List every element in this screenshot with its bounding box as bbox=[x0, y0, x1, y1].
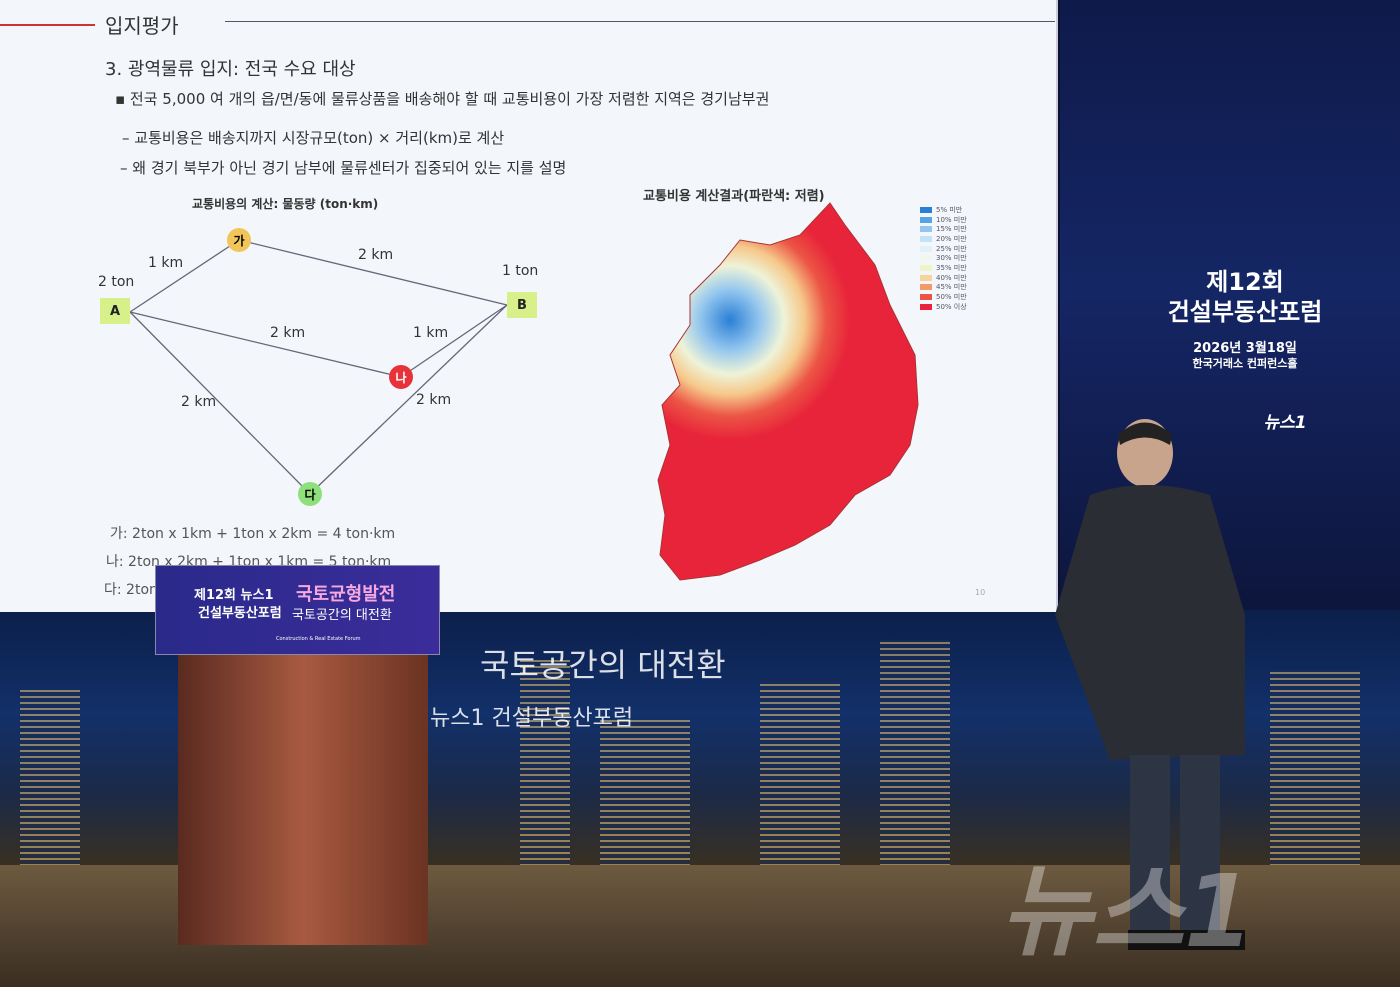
label-edge: 2 km bbox=[270, 325, 306, 341]
legend-label: 50% 이상 bbox=[936, 302, 967, 311]
legend-swatch bbox=[920, 264, 932, 271]
legend-item: 50% 미만 bbox=[920, 292, 967, 302]
legend-item: 40% 미만 bbox=[920, 273, 967, 283]
podium bbox=[178, 645, 428, 945]
label-a-ton: 2 ton bbox=[98, 274, 135, 290]
legend-label: 45% 미만 bbox=[936, 283, 967, 292]
node-b: B bbox=[507, 292, 537, 318]
legend-swatch bbox=[920, 255, 932, 262]
legend-label: 20% 미만 bbox=[936, 234, 967, 243]
banner-text: 제12회 뉴스1 bbox=[194, 588, 274, 603]
legend-swatch bbox=[920, 274, 932, 281]
node-a: A bbox=[100, 298, 130, 324]
label-edge: 2 km bbox=[416, 392, 452, 408]
brand-logo: 뉴스1 bbox=[1263, 413, 1307, 433]
legend-item: 10% 미만 bbox=[920, 215, 967, 225]
podium-banner: 제12회 뉴스1 건설부동산포럼 국토균형발전 국토공간의 대전환 Constr… bbox=[155, 565, 440, 655]
backdrop-title: 국토공간의 대전환 bbox=[480, 646, 726, 684]
legend-label: 30% 미만 bbox=[936, 254, 967, 263]
bullet: – 교통비용은 배송지까지 시장규모(ton) × 거리(km)로 계산 bbox=[122, 129, 505, 147]
diagram-title: 교통비용의 계산: 물동량 (ton·km) bbox=[192, 197, 379, 211]
event-name: 건설부동산포럼 bbox=[1167, 298, 1323, 326]
legend-item: 35% 미만 bbox=[920, 263, 967, 273]
label-edge: 1 km bbox=[413, 325, 449, 341]
node-na: 나 bbox=[389, 365, 413, 389]
legend-swatch bbox=[920, 216, 932, 223]
event-edition: 제12회 bbox=[1206, 268, 1284, 296]
watermark-logo: 뉴스1 bbox=[1000, 853, 1254, 970]
legend-label: 10% 미만 bbox=[936, 215, 967, 224]
legend-swatch bbox=[920, 284, 932, 291]
legend-label: 50% 미만 bbox=[936, 293, 967, 302]
label-edge: 2 km bbox=[358, 247, 394, 263]
node-da: 다 bbox=[298, 482, 322, 506]
legend-swatch bbox=[920, 235, 932, 242]
label-b-ton: 1 ton bbox=[502, 263, 539, 279]
node-ga: 가 bbox=[227, 228, 251, 252]
banner-sub: Construction & Real Estate Forum bbox=[276, 636, 361, 642]
event-venue: 한국거래소 컨퍼런스홀 bbox=[1192, 357, 1298, 370]
banner-text: 건설부동산포럼 bbox=[198, 606, 282, 621]
legend-label: 25% 미만 bbox=[936, 244, 967, 253]
label-edge: 1 km bbox=[148, 255, 184, 271]
formula: 가: 2ton x 1km + 1ton x 2km = 4 ton·km bbox=[110, 526, 396, 542]
legend-item: 25% 미만 bbox=[920, 244, 967, 254]
legend-label: 15% 미만 bbox=[936, 225, 967, 234]
legend-item: 45% 미만 bbox=[920, 283, 967, 293]
legend-swatch bbox=[920, 226, 932, 233]
presentation-slide: 입지평가 3. 광역물류 입지: 전국 수요 대상 ▪ 전국 5,000 여 개… bbox=[0, 0, 1058, 612]
legend-label: 40% 미만 bbox=[936, 273, 967, 282]
speaker bbox=[1055, 419, 1245, 950]
legend-item: 15% 미만 bbox=[920, 224, 967, 234]
legend-label: 5% 미만 bbox=[936, 205, 963, 214]
legend-swatch bbox=[920, 245, 932, 252]
bullet: ▪ 전국 5,000 여 개의 읍/면/동에 물류상품을 배송해야 할 때 교통… bbox=[115, 90, 770, 108]
map-legend: 5% 미만 10% 미만 15% 미만 20% 미만 25% 미만 30% 미만 35% 미… bbox=[920, 205, 967, 312]
page-number: 10 bbox=[975, 588, 986, 597]
legend-swatch bbox=[920, 206, 932, 213]
legend-item: 20% 미만 bbox=[920, 234, 967, 244]
backdrop-subtitle: 뉴스1 건설부동산포럼 bbox=[430, 706, 634, 731]
legend-item: 30% 미만 bbox=[920, 253, 967, 263]
cost-map bbox=[657, 202, 919, 581]
legend-item: 5% 미만 bbox=[920, 205, 967, 215]
network-diagram bbox=[129, 239, 508, 495]
label-edge: 2 km bbox=[181, 394, 217, 410]
banner-subtitle: 국토공간의 대전환 bbox=[292, 608, 392, 623]
slide-title: 3. 광역물류 입지: 전국 수요 대상 bbox=[105, 59, 356, 80]
legend-swatch bbox=[920, 294, 932, 301]
formula: 다: 2ton bbox=[104, 582, 158, 598]
slide-section: 입지평가 bbox=[105, 14, 179, 38]
banner-title: 국토균형발전 bbox=[296, 584, 396, 605]
legend-label: 35% 미만 bbox=[936, 263, 967, 272]
legend-swatch bbox=[920, 303, 932, 310]
bullet: – 왜 경기 북부가 아닌 경기 남부에 물류센터가 집중되어 있는 지를 설명 bbox=[120, 159, 567, 177]
event-date: 2026년 3월18일 bbox=[1193, 341, 1297, 356]
legend-item: 50% 이상 bbox=[920, 302, 967, 312]
map-title: 교통비용 계산결과(파란색: 저렴) bbox=[643, 189, 825, 204]
